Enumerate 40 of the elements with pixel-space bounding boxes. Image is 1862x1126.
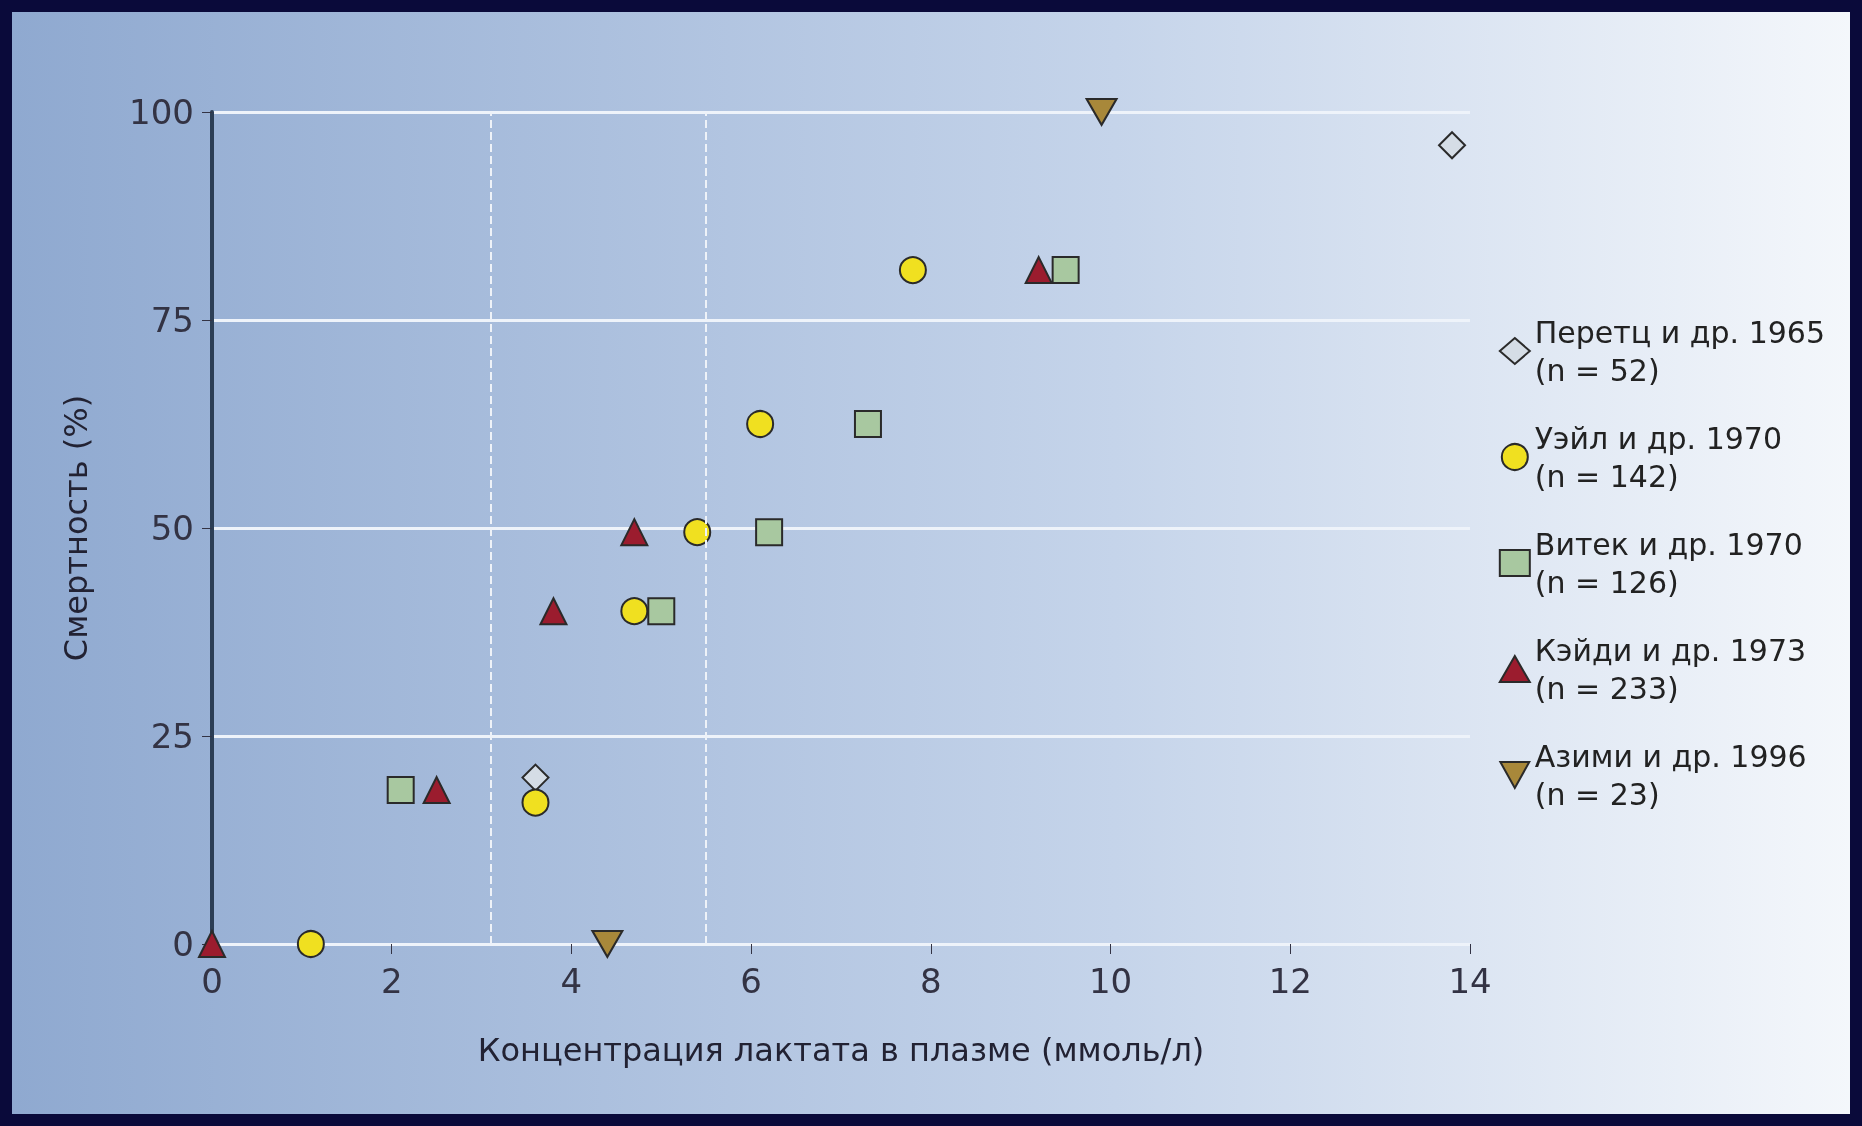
point bbox=[1024, 256, 1053, 285]
x-tick-label: 14 bbox=[1448, 961, 1492, 1001]
point bbox=[296, 930, 325, 958]
legend-label: Уэйл и др. 1970 (n = 142) bbox=[1534, 420, 1783, 494]
x-tick-label: 12 bbox=[1268, 961, 1312, 1001]
point bbox=[1438, 131, 1467, 160]
legend-label: Кэйди и др. 1973 (n = 233) bbox=[1534, 632, 1807, 706]
x-tick-label: 6 bbox=[740, 961, 762, 1001]
point bbox=[683, 518, 712, 547]
point bbox=[746, 410, 775, 438]
point bbox=[539, 597, 568, 626]
point bbox=[1051, 256, 1080, 285]
point bbox=[853, 410, 882, 438]
y-tick-label: 100 bbox=[129, 92, 194, 132]
x-tick-label: 4 bbox=[560, 961, 583, 1001]
point bbox=[198, 930, 226, 958]
point bbox=[386, 776, 415, 805]
legend-label: Витек и др. 1970 (n = 126) bbox=[1534, 526, 1803, 600]
y-tick-label: 50 bbox=[150, 508, 194, 548]
point bbox=[620, 518, 649, 547]
point bbox=[647, 597, 676, 626]
point bbox=[422, 776, 451, 805]
point bbox=[591, 930, 624, 958]
legend-label: Перетц и др. 1965 (n = 52) bbox=[1534, 314, 1825, 388]
x-tick-label: 10 bbox=[1088, 961, 1133, 1001]
x-tick-label: 8 bbox=[920, 961, 942, 1001]
x-tick-label: 2 bbox=[380, 961, 403, 1001]
x-axis-title: Концентрация лактата в плазме (ммоль/л) bbox=[477, 1031, 1205, 1069]
point bbox=[521, 763, 550, 792]
y-tick-label: 75 bbox=[150, 300, 194, 340]
x-tick-label: 0 bbox=[201, 961, 223, 1001]
point bbox=[1085, 98, 1118, 126]
y-axis-title: Смертность (%) bbox=[57, 394, 95, 662]
point bbox=[755, 518, 784, 547]
point bbox=[898, 256, 927, 285]
point bbox=[521, 788, 550, 817]
legend-label: Азими и др. 1996 (n = 23) bbox=[1534, 738, 1807, 812]
y-tick-label: 25 bbox=[150, 716, 194, 756]
y-tick-label: 0 bbox=[172, 924, 194, 964]
point bbox=[620, 597, 649, 626]
